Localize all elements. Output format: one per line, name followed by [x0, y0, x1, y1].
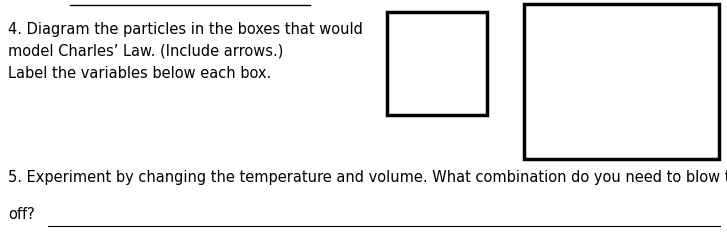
Text: 4. Diagram the particles in the boxes that would: 4. Diagram the particles in the boxes th… [8, 22, 363, 37]
Text: off?: off? [8, 207, 35, 222]
Bar [387, 12, 487, 115]
Text: 5. Experiment by changing the temperature and volume. What combination do you ne: 5. Experiment by changing the temperatur… [8, 170, 727, 185]
Text: model Charles’ Law. (Include arrows.): model Charles’ Law. (Include arrows.) [8, 44, 284, 59]
Bar [524, 4, 719, 159]
Text: Label the variables below each box.: Label the variables below each box. [8, 66, 271, 81]
